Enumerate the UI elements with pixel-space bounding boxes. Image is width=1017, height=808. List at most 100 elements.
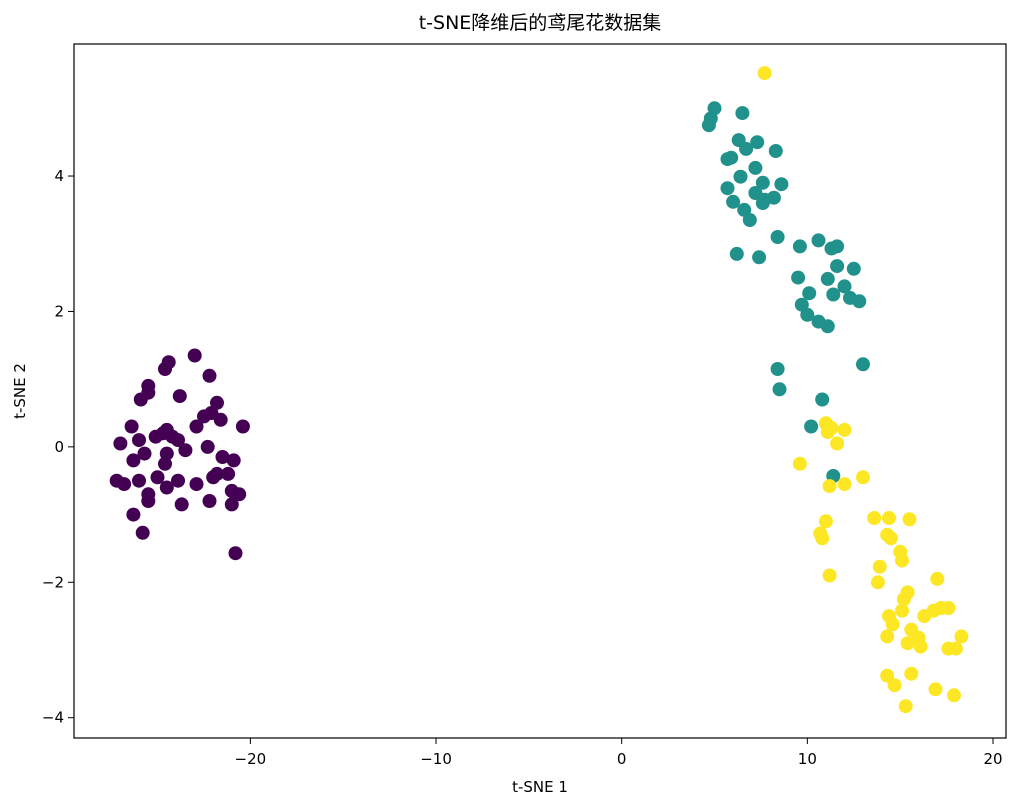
scatter-point-s1-2 bbox=[701, 118, 716, 133]
scatter-point-s0-48 bbox=[135, 525, 150, 540]
scatter-point-s1-45 bbox=[815, 392, 830, 407]
scatter-point-s0-11 bbox=[213, 412, 228, 427]
scatter-point-s0-47 bbox=[126, 507, 141, 522]
scatter-point-s0-22 bbox=[200, 439, 215, 454]
scatter-point-s1-11 bbox=[733, 169, 748, 184]
scatter-point-s2-17 bbox=[883, 531, 898, 546]
y-axis-label: t-SNE 2 bbox=[11, 363, 29, 419]
scatter-point-s0-10 bbox=[197, 409, 211, 424]
scatter-point-s1-26 bbox=[824, 241, 839, 256]
scatter-point-s0-28 bbox=[126, 453, 141, 468]
scatter-point-s1-29 bbox=[830, 259, 845, 274]
scatter-point-s2-15 bbox=[815, 531, 830, 546]
scatter-point-s1-13 bbox=[774, 177, 789, 192]
scatter-point-s2-37 bbox=[900, 636, 915, 651]
scatter-point-s1-3 bbox=[735, 106, 750, 121]
scatter-point-s2-11 bbox=[882, 511, 896, 525]
scatter-point-s0-31 bbox=[221, 466, 236, 481]
scatter-point-s2-21 bbox=[822, 568, 837, 583]
scatter-point-s2-4 bbox=[837, 422, 852, 437]
scatter-point-s0-7 bbox=[133, 392, 148, 407]
scatter-point-s1-30 bbox=[846, 261, 861, 276]
x-tick-label: −20 bbox=[235, 750, 267, 768]
scatter-point-s0-43 bbox=[141, 494, 156, 508]
x-tick-label: 0 bbox=[617, 750, 627, 768]
scatter-point-s0-29 bbox=[158, 456, 172, 471]
scatter-point-s2-8 bbox=[837, 477, 852, 492]
scatter-point-s0-26 bbox=[215, 450, 230, 464]
scatter-point-s1-14 bbox=[720, 181, 735, 196]
scatter-point-s1-23 bbox=[811, 233, 826, 248]
scatter-point-s2-32 bbox=[885, 617, 900, 632]
scatter-point-s0-45 bbox=[224, 497, 239, 512]
scatter-point-s1-44 bbox=[772, 382, 787, 397]
scatter-point-s0-2 bbox=[158, 362, 172, 376]
scatter-point-s1-33 bbox=[837, 279, 852, 294]
scatter-point-s1-9 bbox=[720, 152, 735, 167]
scatter-point-s2-6 bbox=[792, 456, 807, 471]
scatter-point-s1-24 bbox=[792, 239, 807, 254]
scatter-point-s0-46 bbox=[174, 497, 189, 512]
x-tick-label: −10 bbox=[420, 750, 452, 768]
scatter-point-s1-6 bbox=[739, 141, 754, 156]
scatter-point-s1-34 bbox=[802, 286, 817, 301]
scatter-point-s2-9 bbox=[822, 479, 837, 494]
chart-title: t-SNE降维后的鸢尾花数据集 bbox=[419, 12, 662, 34]
scatter-point-s0-37 bbox=[117, 477, 132, 492]
scatter-point-s2-45 bbox=[947, 688, 961, 703]
scatter-point-s1-27 bbox=[729, 246, 744, 261]
scatter-point-s0-19 bbox=[171, 433, 185, 448]
scatter-point-s2-10 bbox=[867, 511, 882, 525]
scatter-point-s0-6 bbox=[172, 389, 187, 404]
scatter-point-s1-18 bbox=[726, 194, 741, 209]
scatter-point-s2-3 bbox=[820, 425, 835, 439]
scatter-point-s1-39 bbox=[800, 307, 815, 322]
scatter-point-s0-12 bbox=[189, 419, 204, 434]
scatter-point-s2-43 bbox=[887, 678, 902, 693]
scatter-point-s0-49 bbox=[228, 546, 243, 561]
scatter-point-s1-28 bbox=[752, 250, 767, 265]
scatter-point-s1-31 bbox=[791, 270, 806, 285]
y-tick-label: −4 bbox=[42, 709, 64, 727]
scatter-point-s1-22 bbox=[770, 230, 785, 244]
x-axis-ticks: −20 −10 0 10 20 bbox=[235, 738, 1003, 768]
scatter-point-s0-8 bbox=[210, 395, 224, 410]
scatter-point-s0-14 bbox=[235, 419, 250, 434]
y-axis-ticks: −4 −2 0 2 4 bbox=[42, 167, 74, 727]
scatter-point-s0-38 bbox=[189, 477, 204, 492]
scatter-point-s2-20 bbox=[895, 553, 909, 568]
scatter-point-s0-20 bbox=[132, 433, 146, 448]
x-axis-label: t-SNE 1 bbox=[512, 778, 568, 796]
scatter-point-s0-21 bbox=[113, 436, 128, 451]
scatter-point-s1-42 bbox=[856, 357, 870, 372]
scatter-point-s0-18 bbox=[148, 429, 163, 444]
scatter-point-s1-35 bbox=[826, 287, 841, 302]
scatter-point-s2-42 bbox=[904, 666, 919, 681]
scatter-point-s2-19 bbox=[872, 559, 887, 574]
scatter-point-s0-33 bbox=[150, 470, 165, 485]
scatter-point-s1-5 bbox=[750, 135, 765, 150]
scatter-point-s0-27 bbox=[226, 453, 241, 468]
scatter-point-s0-23 bbox=[178, 443, 193, 458]
scatter-point-s2-0 bbox=[757, 66, 772, 81]
scatter-point-s2-40 bbox=[948, 641, 963, 656]
x-tick-label: 20 bbox=[983, 750, 1002, 768]
scatter-point-s2-34 bbox=[880, 629, 895, 644]
scatter-point-s0-3 bbox=[202, 368, 217, 383]
scatter-point-s2-36 bbox=[954, 629, 969, 644]
y-tick-label: −2 bbox=[42, 573, 64, 591]
points-layer bbox=[109, 66, 969, 714]
scatter-point-s0-39 bbox=[159, 480, 174, 495]
scatter-point-s0-44 bbox=[202, 494, 217, 508]
scatter-point-s2-31 bbox=[941, 601, 956, 615]
scatter-point-s1-10 bbox=[748, 160, 763, 175]
scatter-point-s0-32 bbox=[206, 470, 221, 485]
scatter-point-s1-41 bbox=[820, 319, 835, 334]
scatter-point-s0-13 bbox=[124, 419, 139, 434]
scatter-point-s1-19 bbox=[755, 196, 770, 211]
scatter-point-s1-32 bbox=[820, 271, 835, 286]
scatter-point-s2-12 bbox=[902, 512, 917, 527]
y-tick-label: 4 bbox=[54, 167, 64, 185]
